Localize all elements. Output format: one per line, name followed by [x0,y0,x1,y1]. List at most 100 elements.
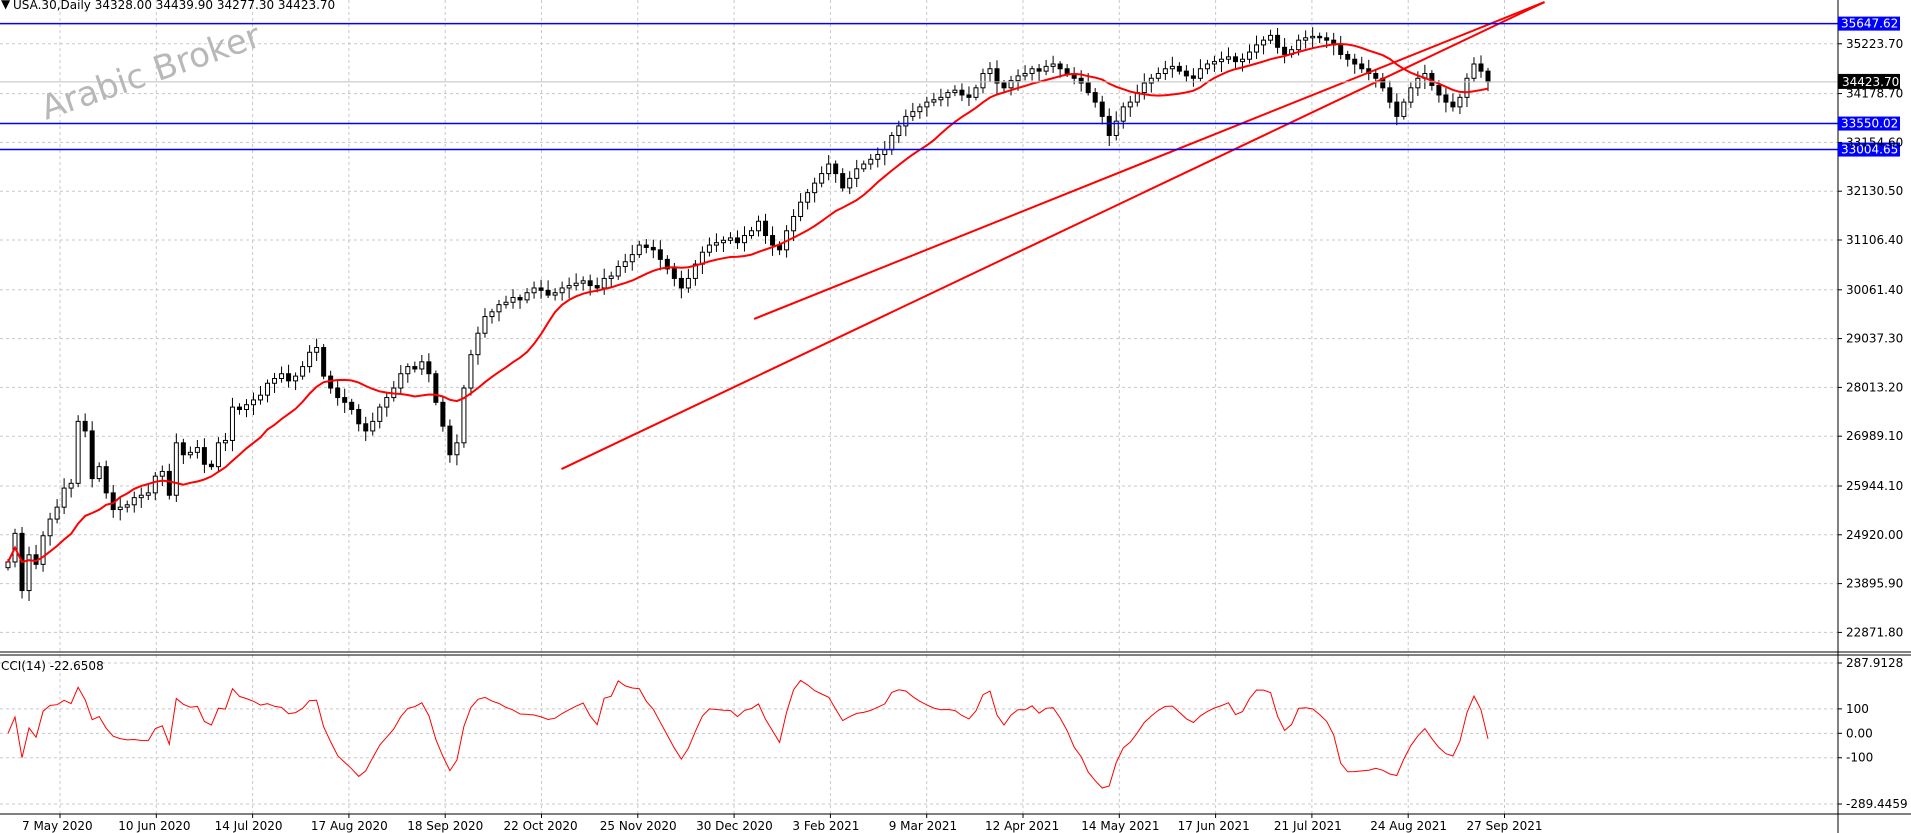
candle-body [47,518,53,537]
candle-body [159,470,165,477]
price-tick-label: 34178.70 [1846,87,1903,101]
candle-body [1218,58,1224,63]
candle-body [342,397,348,403]
candle-body [258,394,264,401]
candle-body [1485,70,1491,83]
candle-body [868,158,874,165]
time-tick-label: 14 May 2021 [1081,819,1159,833]
header-arrow-icon[interactable]: ▼ [1,0,11,11]
price-tick-label: 30061.40 [1846,283,1903,297]
candle-body [1211,61,1217,65]
time-tick-label: 17 Jun 2021 [1178,819,1250,833]
candle-body [1261,39,1267,46]
candle-body [573,282,579,287]
candle-body [152,475,158,494]
candle-body [1464,77,1470,98]
candle-body [250,399,256,406]
candle-body [805,192,811,203]
candle-body [40,535,46,565]
candle-body [356,408,362,425]
candle-body [1232,56,1238,63]
candle-body [370,420,376,432]
candle-body [987,68,993,75]
candle-body [1099,101,1105,117]
candle-body [1176,65,1182,72]
level-price-tag [1838,16,1900,31]
level-price-label: 35647.62 [1841,17,1898,31]
candle-body [1162,68,1168,75]
candle-body [349,401,355,410]
price-tick-label: 33154.60 [1846,135,1903,149]
candle-body [272,377,278,384]
candle-body [812,182,818,194]
candle-body [945,92,951,98]
candle-body [938,96,944,101]
candle-body [566,285,572,289]
candle-body [503,301,509,306]
cci-title: CCI(14) -22.6508 [1,659,104,673]
cci-tick-label: 0.00 [1846,726,1873,740]
candle-body [468,354,474,389]
candle-body [910,111,916,117]
candle-body [713,242,719,246]
candle-body [622,261,628,268]
candle-body [208,463,214,468]
level-price-label: 33550.02 [1841,117,1898,131]
candle-body [854,168,860,179]
candle-body [26,554,32,592]
time-tick-label: 12 Apr 2021 [985,819,1059,833]
price-tick-label: 35223.70 [1846,37,1903,51]
candle-body [734,237,740,244]
price-tick-label: 22871.80 [1846,625,1903,639]
candle-body [559,287,565,294]
candle-body [1296,39,1302,51]
candle-body [615,266,621,277]
candle-body [1169,65,1175,70]
candle-body [1450,101,1456,108]
candle-body [1352,58,1358,65]
candle-body [1415,77,1421,89]
candle-body [1247,51,1253,60]
candle-body [1183,70,1189,77]
candle-body [279,373,285,379]
candle-body [770,235,776,246]
candle-body [1338,44,1344,55]
candle-body [952,89,958,94]
price-tick-label: 23895.90 [1846,577,1903,591]
candle-body [335,387,341,399]
level-price-tag [1838,116,1900,131]
candle-body [1190,75,1196,79]
candle-body [138,494,144,499]
candle-body [293,375,299,382]
candle-body [54,506,60,520]
candle-body [1436,84,1442,96]
candle-body [1471,63,1477,79]
watermark-text: Arabic Broker [36,16,266,128]
candle-body [1457,96,1463,108]
candle-body [538,287,544,291]
candle-body [861,163,867,170]
candle-body [454,442,460,456]
candle-body [840,173,846,189]
candle-body [819,173,825,184]
level-price-tag [1838,142,1900,157]
candle-body [791,215,797,232]
candle-body [201,447,207,465]
candle-body [924,101,930,108]
candle-body [75,420,81,484]
candle-body [1282,46,1288,55]
candle-body [798,201,804,217]
price-tick-label: 32130.50 [1846,184,1903,198]
candle-body [68,482,74,489]
candle-body [1317,35,1323,39]
candle-body [1394,101,1400,117]
candle-body [1085,82,1091,94]
candle-body [489,311,495,318]
candle-body [166,470,172,496]
price-tick-label: 28013.20 [1846,380,1903,394]
candle-body [405,366,411,375]
candle-body [1155,73,1161,79]
cci-line [7,679,1489,789]
